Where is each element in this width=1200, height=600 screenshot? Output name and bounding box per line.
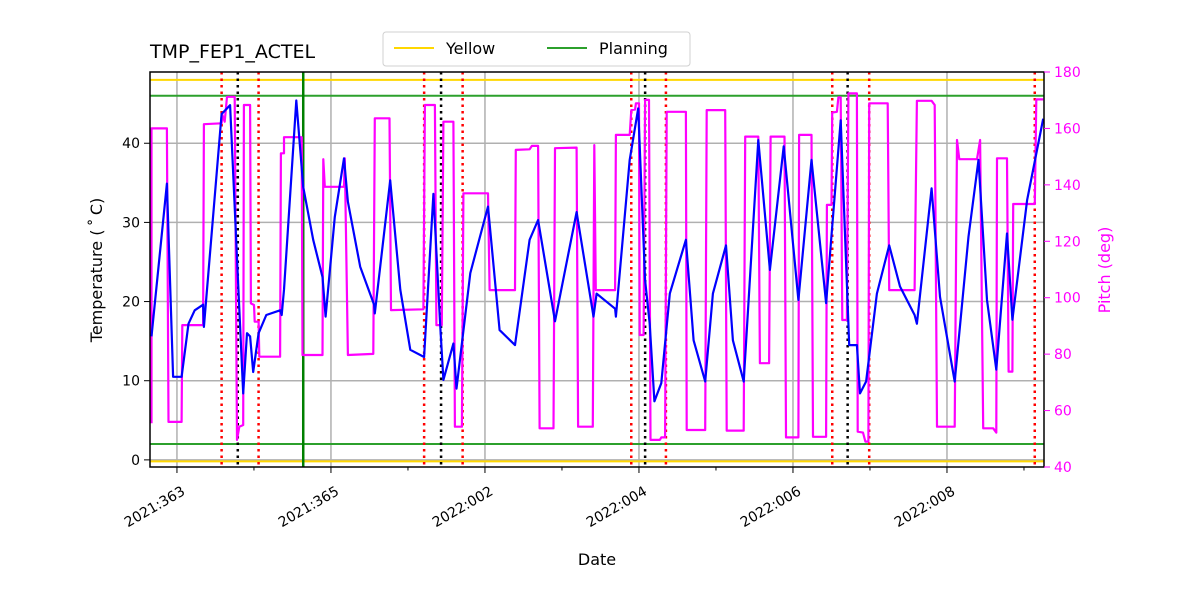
y2-axis-label: Pitch (deg) (1095, 227, 1114, 314)
legend-box (382, 31, 691, 67)
y2-tick-label: 60 (1054, 404, 1072, 420)
y2-tick-label: 40 (1054, 460, 1072, 476)
y-tick-label: 30 (122, 215, 140, 231)
series-lines (150, 92, 1045, 443)
y-tick-label: 10 (122, 374, 140, 390)
y-tick-label: 40 (122, 136, 140, 152)
legend-label-planning: Planning (599, 39, 668, 58)
grid (150, 72, 1044, 467)
y-axis-label: Temperature ( ˚ C) (87, 198, 106, 343)
y2-tick-label: 160 (1054, 121, 1081, 137)
plot-frame (149, 71, 1045, 468)
y2-tick-label: 120 (1054, 234, 1081, 250)
y-tick-label: 20 (122, 295, 140, 311)
y2-tick-label: 180 (1054, 65, 1081, 81)
temperature-line (150, 99, 1045, 403)
x-axis-label: Date (578, 550, 616, 569)
chart-title: TMP_FEP1_ACTEL (149, 41, 315, 63)
y2-tick-label: 80 (1054, 347, 1072, 363)
horizontal-limit-lines (150, 78, 1044, 463)
legend-label-yellow: Yellow (445, 39, 495, 58)
y2-tick-label: 100 (1054, 291, 1081, 307)
pitch-line (150, 92, 1044, 443)
y-tick-label: 0 (131, 453, 140, 469)
legend: Yellow Planning (382, 31, 691, 67)
y2-tick-label: 140 (1054, 178, 1081, 194)
